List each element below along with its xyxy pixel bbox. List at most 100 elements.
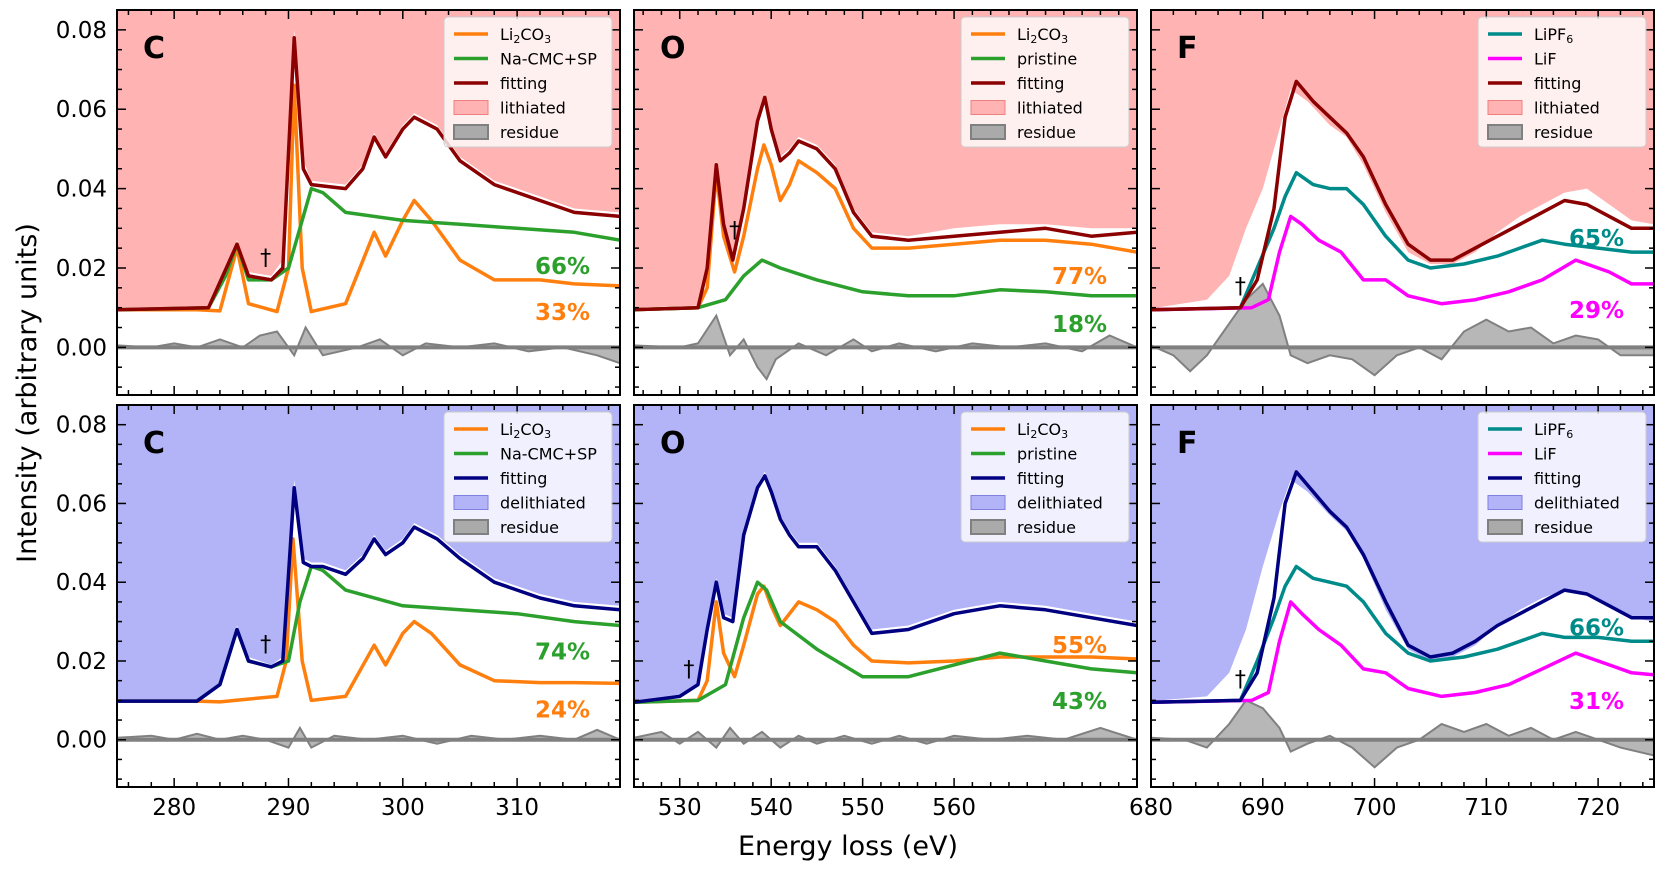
series-line-fitting [634, 474, 1137, 705]
legend-label: pristine [1017, 50, 1077, 69]
legend-swatch-residue [970, 124, 1006, 140]
residue-area [1151, 282, 1654, 377]
edge-label: O [660, 426, 686, 461]
panel-o-lithiated: O Li2CO3 pristine fitting lithiated residue 77… [633, 9, 1138, 396]
series-line-lif [1151, 600, 1654, 705]
panel-frame [1150, 9, 1655, 396]
plot-area [117, 405, 620, 787]
percentage-label: 55% [1052, 633, 1107, 659]
legend-label: LiF [1534, 50, 1557, 69]
panel-frame [1150, 404, 1655, 788]
y-tick-label: 0.06 [56, 97, 107, 123]
percentage-label: 66% [535, 254, 590, 280]
series-line-fitting [117, 485, 620, 703]
legend-label: delithiated [1534, 494, 1620, 513]
experimental-spectrum-lithiated [634, 93, 1137, 395]
plot-area [634, 405, 1137, 787]
legend-label: residue [1534, 518, 1593, 537]
legend-label: fitting [1534, 74, 1581, 93]
y-tick-label: 0.04 [56, 570, 107, 596]
edge-label: F [1177, 31, 1198, 66]
x-tick-label: 310 [495, 795, 539, 821]
legend-swatch-residue [453, 124, 489, 140]
x-tick-label: 700 [1353, 795, 1397, 821]
series-line-pristine [634, 580, 1137, 705]
percentage-label: 18% [1052, 312, 1107, 338]
legend-label: residue [500, 518, 559, 537]
y-tick-label: 0.00 [56, 335, 107, 361]
edge-label: C [143, 426, 165, 461]
panel-f-lithiated: F LiPF6 LiF fitting lithiated residue 65% 29% † [1150, 9, 1655, 396]
series-line-fitting [1151, 79, 1654, 312]
x-tick-label: 300 [381, 795, 425, 821]
legend-label: Na-CMC+SP [500, 50, 597, 69]
panel-c-lithiated: 0.00 0.02 0.04 0.06 0.08 C Li2CO3 Na-CMC+SP fitt… [56, 9, 621, 396]
legend-label: fitting [1017, 74, 1064, 93]
dagger-annotation: † [1235, 667, 1246, 692]
legend-label: Li2CO3 [500, 420, 551, 441]
x-tick-label: 290 [267, 795, 311, 821]
panel-c-delithiated: 280 290 300 310 0.00 0.02 0.04 0.06 0.08 C Li2CO3 N… [56, 404, 621, 821]
legend-swatch-lithiated [970, 100, 1006, 115]
legend-label: LiF [1534, 445, 1557, 464]
legend: LiPF6 LiF fitting delithiated residue [1477, 411, 1647, 543]
panel-frame [116, 404, 621, 788]
legend-label: residue [1017, 518, 1076, 537]
percentage-label: 66% [1569, 615, 1624, 641]
legend-label: fitting [1534, 469, 1581, 488]
y-tick-label: 0.08 [56, 18, 107, 44]
residue-area [1151, 699, 1654, 769]
percentage-label: 24% [535, 697, 590, 723]
series-line-li2co3 [117, 83, 620, 314]
panel-frame [633, 404, 1138, 788]
series-line-fitting [1151, 470, 1654, 705]
legend-swatch-residue [970, 519, 1006, 535]
legend-swatch-delithiated [1487, 495, 1523, 510]
x-tick-label: 680 [1129, 795, 1173, 821]
legend-label: lithiated [500, 99, 566, 118]
legend: Li2CO3 Na-CMC+SP fitting lithiated residue [443, 16, 613, 148]
edge-label: O [660, 31, 686, 66]
percentage-label: 43% [1052, 689, 1107, 715]
experimental-spectrum-delithiated [117, 479, 620, 787]
series-line-lif [1151, 214, 1654, 312]
legend-label: Li2CO3 [1017, 25, 1068, 46]
legend-swatch-residue [453, 519, 489, 535]
legend-label: Li2CO3 [1017, 420, 1068, 441]
dagger-annotation: † [260, 246, 271, 271]
legend-label: lithiated [1017, 99, 1083, 118]
x-tick-label: 530 [658, 795, 702, 821]
y-axis-title: Intensity (arbitrary units) [12, 223, 43, 563]
percentage-label: 65% [1569, 226, 1624, 252]
panel-f-delithiated: 680 690 700 710 720 F LiPF6 LiF fitting delithiat… [1129, 404, 1655, 821]
y-tick-label: 0.04 [56, 177, 107, 203]
legend-swatch-delithiated [453, 495, 489, 510]
percentage-label: 74% [535, 640, 590, 666]
x-tick-label: 720 [1576, 795, 1620, 821]
legend-label: residue [1017, 123, 1076, 142]
edge-label: C [143, 31, 165, 66]
series-line-pristine [634, 258, 1137, 312]
legend-label: residue [500, 123, 559, 142]
series-line-lipf6 [1151, 170, 1654, 312]
x-tick-label: 560 [932, 795, 976, 821]
x-tick-label: 710 [1464, 795, 1508, 821]
legend-label: delithiated [1017, 494, 1103, 513]
legend: Li2CO3 pristine fitting delithiated residue [960, 411, 1130, 543]
experimental-spectrum-delithiated [1151, 479, 1654, 787]
legend-swatch-lithiated [1487, 100, 1523, 115]
percentage-label: 29% [1569, 298, 1624, 324]
x-tick-label: 690 [1241, 795, 1285, 821]
x-tick-label: 280 [152, 795, 196, 821]
y-tick-label: 0.08 [56, 413, 107, 439]
series-line-fitting [634, 95, 1137, 312]
dagger-annotation: † [683, 658, 694, 683]
panels-group: 0.00 0.02 0.04 0.06 0.08 C Li2CO3 Na-CMC+SP fitt… [56, 9, 1655, 821]
legend-label: residue [1534, 123, 1593, 142]
legend: LiPF6 LiF fitting lithiated residue [1477, 16, 1647, 148]
series-line-lipf6 [1151, 564, 1654, 705]
legend: Li2CO3 Na-CMC+SP fitting delithiated residue [443, 411, 613, 543]
legend-label: delithiated [500, 494, 586, 513]
legend-label: lithiated [1534, 99, 1600, 118]
x-tick-label: 550 [841, 795, 885, 821]
